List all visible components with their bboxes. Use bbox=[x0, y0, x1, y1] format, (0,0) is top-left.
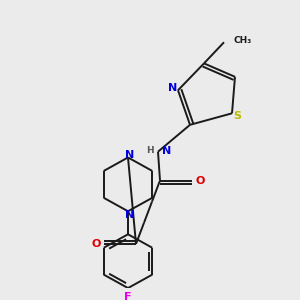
Text: CH₃: CH₃ bbox=[234, 36, 252, 45]
Text: O: O bbox=[91, 239, 101, 249]
Text: N: N bbox=[168, 83, 178, 93]
Text: N: N bbox=[125, 150, 135, 160]
Text: N: N bbox=[162, 146, 171, 156]
Text: H: H bbox=[146, 146, 154, 155]
Text: F: F bbox=[124, 292, 132, 300]
Text: N: N bbox=[125, 210, 135, 220]
Text: S: S bbox=[233, 111, 241, 121]
Text: O: O bbox=[195, 176, 205, 185]
